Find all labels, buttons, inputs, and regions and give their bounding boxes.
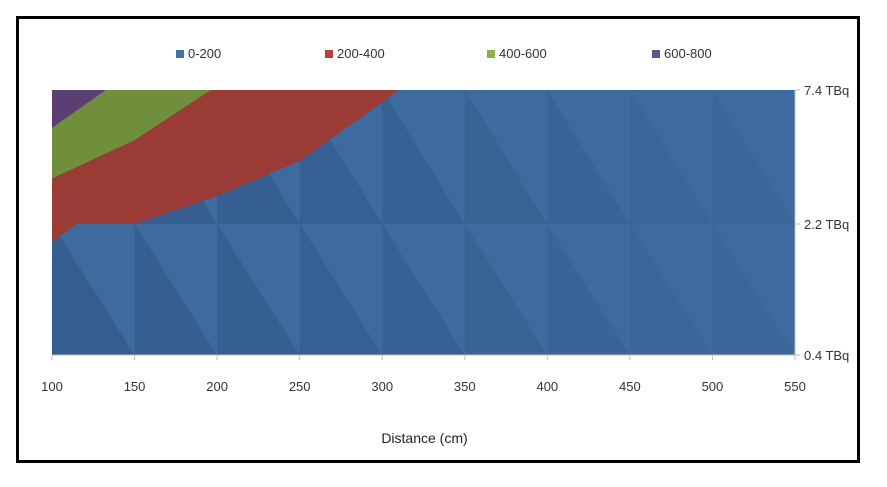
legend-label: 0-200 — [188, 46, 221, 61]
surface-facet — [299, 224, 383, 355]
surface-facet — [464, 224, 548, 355]
surface-facet — [712, 90, 795, 224]
surface-facet — [464, 90, 548, 224]
legend-swatch — [176, 50, 184, 58]
surface-facet — [712, 224, 795, 355]
surface-facet — [217, 224, 300, 355]
y-axis: 0.4 TBq 2.2 TBq 7.4 TBq — [794, 83, 849, 363]
x-tick-label: 400 — [536, 379, 558, 394]
plot-area — [52, 90, 795, 355]
legend-label: 200-400 — [337, 46, 385, 61]
x-tick-label: 100 — [41, 379, 63, 394]
x-axis: 100 150 200 250 300 350 400 450 500 550 — [41, 354, 806, 394]
y-tick-label: 7.4 TBq — [804, 83, 849, 98]
x-tick-label: 350 — [454, 379, 476, 394]
surface-facet — [382, 224, 465, 355]
x-tick-label: 300 — [371, 379, 393, 394]
surface-facet — [629, 90, 713, 224]
surface-facet — [547, 90, 630, 224]
surface-facet — [382, 90, 465, 224]
legend-swatch — [652, 50, 660, 58]
x-axis-title: Distance (cm) — [381, 430, 467, 446]
legend-label: 600-800 — [664, 46, 712, 61]
legend-swatch — [487, 50, 495, 58]
y-tick-label: 2.2 TBq — [804, 217, 849, 232]
surface-facet — [629, 224, 713, 355]
surface-facet — [134, 224, 218, 355]
x-tick-label: 200 — [206, 379, 228, 394]
x-tick-label: 550 — [784, 379, 806, 394]
legend: 0-200 200-400 400-600 600-800 — [176, 46, 712, 61]
x-tick-label: 450 — [619, 379, 641, 394]
band-200-400-lower — [52, 224, 77, 242]
x-tick-label: 500 — [702, 379, 724, 394]
surface-facet — [547, 224, 630, 355]
band-600-800 — [52, 90, 106, 128]
legend-swatch — [325, 50, 333, 58]
y-tick-label: 0.4 TBq — [804, 348, 849, 363]
band-400-600 — [52, 90, 211, 179]
x-tick-label: 150 — [124, 379, 146, 394]
x-tick-label: 250 — [289, 379, 311, 394]
legend-label: 400-600 — [499, 46, 547, 61]
surface-facet — [52, 224, 135, 355]
